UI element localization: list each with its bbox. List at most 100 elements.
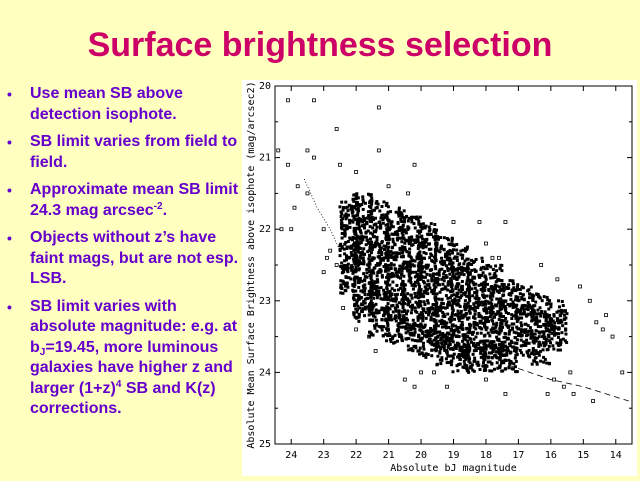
data-point <box>541 348 545 352</box>
data-point <box>465 364 469 368</box>
data-point <box>440 262 444 266</box>
data-point <box>392 263 396 267</box>
data-point <box>468 357 472 361</box>
data-point <box>365 275 369 279</box>
data-point <box>481 348 485 352</box>
data-point <box>413 327 417 331</box>
data-point <box>456 276 460 280</box>
data-point <box>444 340 448 344</box>
data-point <box>429 232 433 236</box>
data-point <box>344 227 348 231</box>
data-point <box>492 327 496 331</box>
data-point <box>515 310 519 314</box>
data-point <box>339 218 343 222</box>
data-point <box>491 267 495 271</box>
data-point <box>499 342 503 346</box>
data-point <box>393 268 397 272</box>
data-point <box>547 339 551 343</box>
data-point <box>550 331 554 335</box>
data-point <box>386 296 390 300</box>
data-point <box>359 241 363 245</box>
data-point <box>457 343 461 347</box>
data-point <box>370 202 374 206</box>
data-point <box>426 353 430 357</box>
data-point <box>357 281 361 285</box>
data-point <box>443 314 447 318</box>
data-point <box>458 357 462 361</box>
data-point <box>419 322 423 326</box>
data-point <box>401 254 405 258</box>
data-point <box>439 338 443 342</box>
data-point <box>418 235 422 239</box>
data-point <box>522 298 526 302</box>
data-point <box>610 334 615 339</box>
data-point <box>321 270 326 275</box>
data-point <box>426 263 430 267</box>
data-point <box>384 339 388 343</box>
data-point <box>491 305 495 309</box>
data-point <box>443 269 447 273</box>
data-point <box>451 272 455 276</box>
data-point <box>424 316 428 320</box>
data-point <box>519 338 523 342</box>
data-point <box>490 330 494 334</box>
data-point <box>375 296 379 300</box>
data-point <box>363 314 367 318</box>
data-point <box>420 324 424 328</box>
data-point <box>454 302 458 306</box>
data-point <box>490 356 494 360</box>
data-point <box>445 258 449 262</box>
data-point <box>465 288 469 292</box>
data-point <box>446 303 450 307</box>
data-point <box>420 293 424 297</box>
data-point <box>412 222 416 226</box>
data-point <box>416 239 420 243</box>
data-point <box>346 209 350 213</box>
data-point <box>362 252 366 256</box>
data-point <box>483 285 487 289</box>
data-point <box>535 322 539 326</box>
data-point <box>421 222 425 226</box>
data-point <box>305 191 310 196</box>
data-point <box>374 308 378 312</box>
data-point <box>341 306 346 310</box>
data-point <box>550 337 554 341</box>
data-point <box>483 366 487 370</box>
data-point <box>417 339 421 343</box>
data-point <box>540 299 544 303</box>
data-point <box>369 312 373 316</box>
data-point <box>498 308 502 312</box>
data-point <box>455 272 459 276</box>
data-point <box>380 306 384 310</box>
data-point <box>555 317 559 321</box>
data-point <box>461 253 465 257</box>
data-point <box>439 362 443 366</box>
data-point <box>389 255 393 259</box>
data-point <box>426 299 430 303</box>
data-point <box>339 215 343 219</box>
data-point <box>543 335 547 339</box>
data-point <box>477 297 481 301</box>
data-point <box>438 268 442 272</box>
data-point <box>445 321 449 325</box>
data-point <box>433 257 437 261</box>
data-point <box>371 314 375 318</box>
data-point <box>417 316 421 320</box>
data-point <box>458 311 462 315</box>
data-point <box>466 277 470 281</box>
data-point <box>417 242 421 246</box>
data-point <box>560 308 564 312</box>
data-point <box>419 242 423 246</box>
data-point <box>412 162 417 167</box>
bullet-text: Approximate mean SB limit 24.3 mag arcse… <box>30 181 239 219</box>
sb-limit-line <box>303 178 341 251</box>
data-point <box>380 274 384 278</box>
data-point <box>479 339 483 343</box>
data-point <box>495 331 499 335</box>
data-point <box>488 311 492 315</box>
data-point <box>504 336 508 340</box>
data-point <box>422 347 426 351</box>
data-point <box>476 323 480 327</box>
data-point <box>478 367 482 371</box>
outlier-points <box>276 98 625 403</box>
